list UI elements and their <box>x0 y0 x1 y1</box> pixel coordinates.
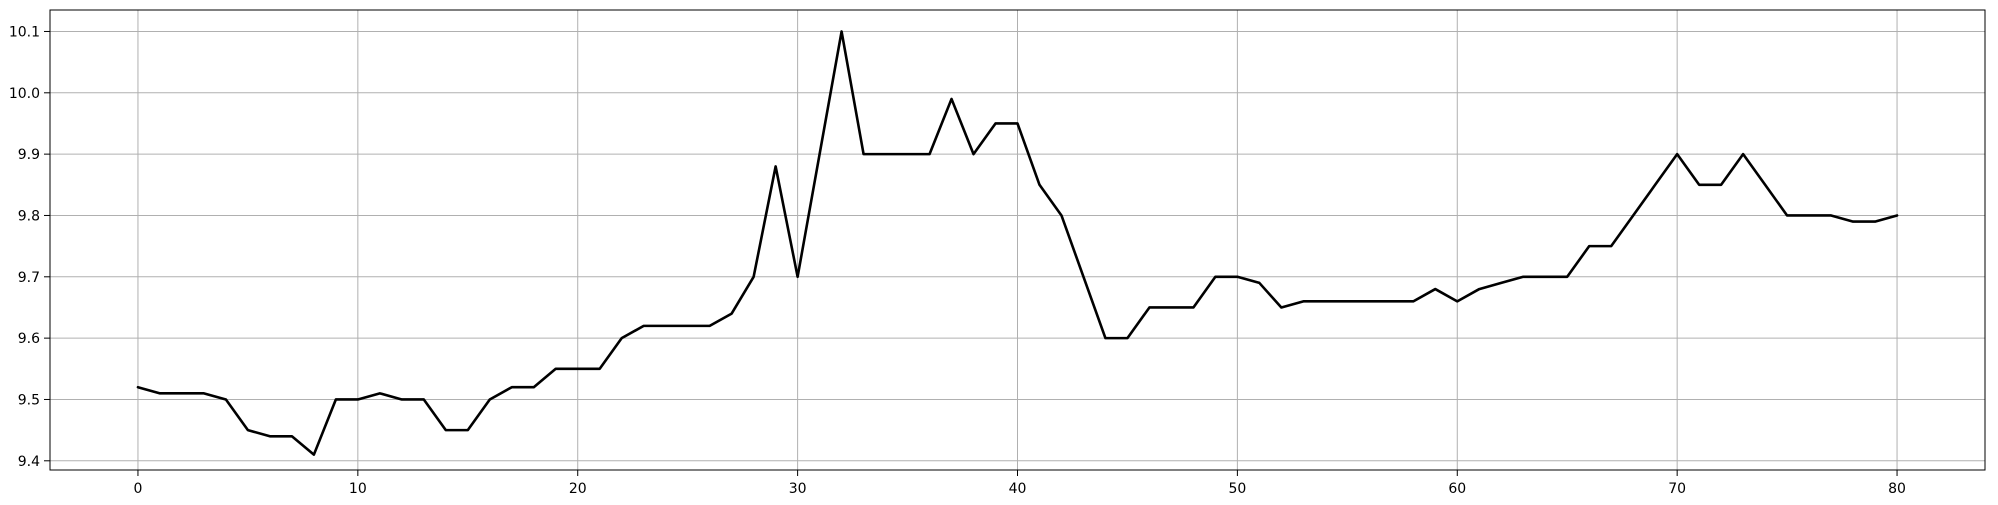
x-tick-label: 0 <box>133 481 142 497</box>
y-tick-label: 9.8 <box>18 208 40 224</box>
series-layer <box>136 30 1899 456</box>
y-tick-label: 10.1 <box>9 24 40 40</box>
x-tick-label: 30 <box>789 481 807 497</box>
x-tick-label: 60 <box>1448 481 1466 497</box>
y-tick-label: 9.7 <box>18 270 40 286</box>
x-tick-label: 10 <box>349 481 367 497</box>
y-tick-label: 9.5 <box>18 392 40 408</box>
y-tick-label: 9.6 <box>18 331 40 347</box>
x-tick-label: 20 <box>569 481 587 497</box>
y-tick-label: 9.9 <box>18 147 40 163</box>
x-tick-label: 80 <box>1888 481 1906 497</box>
grid-layer <box>50 10 1985 470</box>
x-tick-label: 50 <box>1228 481 1246 497</box>
y-tick-label: 9.4 <box>18 454 40 470</box>
tick-layer: 0 10 20 30 40 50 60 70 80 9.4 9.5 9.6 9.7 9.8 9.9 10.0 1… <box>9 24 1906 497</box>
x-tick-label: 40 <box>1009 481 1027 497</box>
y-tick-label: 10.0 <box>9 86 40 102</box>
x-tick-label: 70 <box>1668 481 1686 497</box>
series-line <box>136 30 1899 456</box>
